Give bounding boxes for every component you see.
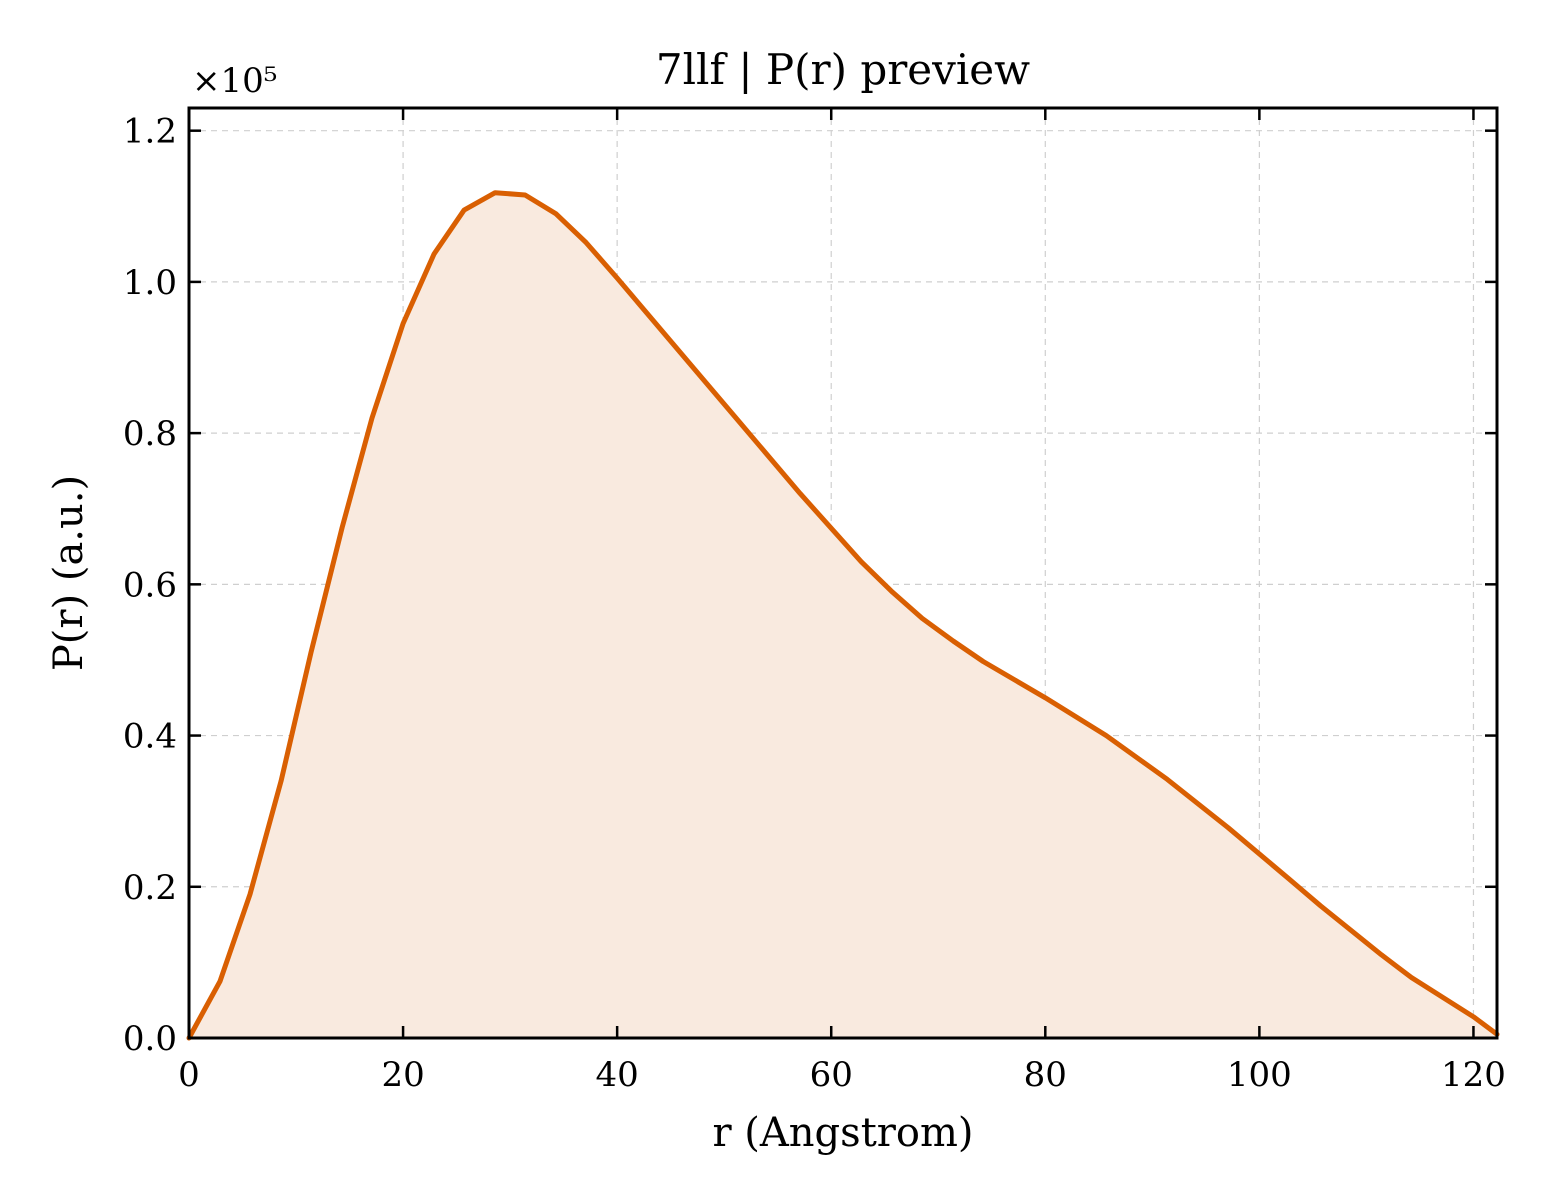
line-layer <box>186 190 1500 1041</box>
x-tick-label: 60 <box>810 1055 853 1095</box>
x-tick-label: 120 <box>1441 1055 1506 1095</box>
y-tick-label: 0.6 <box>123 565 177 605</box>
area-layer <box>189 192 1497 1038</box>
y-tick-label: 1.2 <box>123 112 177 152</box>
y-tick-label: 0.0 <box>123 1019 177 1059</box>
x-tick-label: 80 <box>1024 1055 1067 1095</box>
pr-area-fill <box>189 192 1497 1038</box>
x-axis-title: r (Angstrom) <box>712 1110 973 1156</box>
y-tick-labels: 0.0 0.2 0.4 0.6 0.8 1.0 1.2 <box>123 112 177 1059</box>
x-tick-label: 20 <box>381 1055 424 1095</box>
x-tick-labels: 0 20 40 60 80 100 120 <box>178 1055 1506 1095</box>
y-axis-title: P(r) (a.u.) <box>46 475 92 671</box>
axis-ticks <box>187 108 1497 1040</box>
x-tick-label: 100 <box>1227 1055 1292 1095</box>
y-offset-label: ×10⁵ <box>192 61 277 101</box>
pr-series-line <box>186 190 1500 1041</box>
y-tick-label: 0.8 <box>123 414 177 454</box>
y-tick-label: 0.4 <box>123 717 177 757</box>
plot-frame <box>187 106 1499 1040</box>
x-tick-label: 0 <box>178 1055 200 1095</box>
chart-title: 7llf | P(r) preview <box>656 45 1030 94</box>
y-tick-label: 0.2 <box>123 868 177 908</box>
y-tick-label: 1.0 <box>123 263 177 303</box>
x-tick-label: 40 <box>596 1055 639 1095</box>
